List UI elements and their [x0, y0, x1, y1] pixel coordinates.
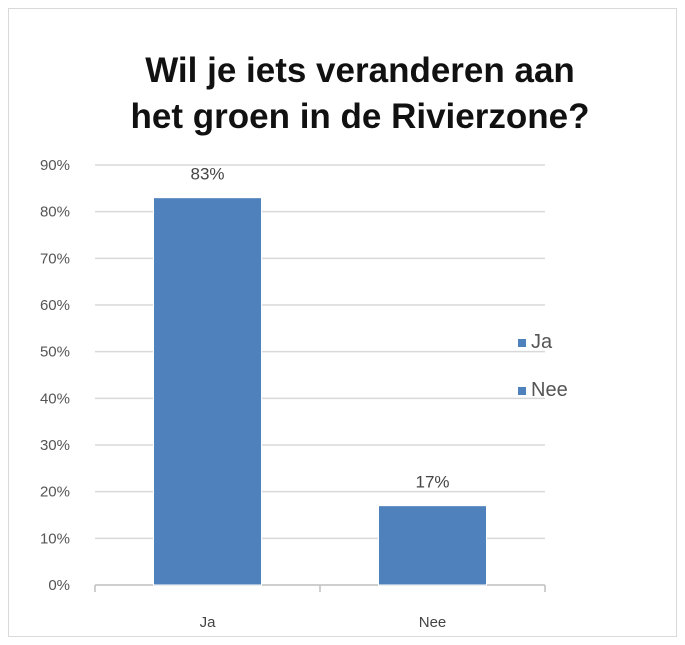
legend-label-ja: Ja: [531, 331, 553, 353]
legend-label-nee: Nee: [531, 379, 568, 401]
y-tick-label: 10%: [40, 530, 70, 547]
legend: Ja Nee: [518, 330, 568, 426]
x-tick-label-nee: Nee: [419, 614, 447, 631]
legend-item-ja: Ja: [518, 330, 568, 355]
y-tick-label: 90%: [40, 157, 70, 174]
chart-title-line-1: Wil je iets veranderen aan: [145, 51, 575, 90]
y-tick-label: 80%: [40, 204, 70, 221]
chart-title: Wil je iets veranderen aan het groen in …: [0, 48, 685, 140]
y-tick-label: 60%: [40, 297, 70, 314]
data-label-ja: 83%: [190, 165, 224, 184]
bar-nee: [378, 505, 487, 586]
legend-item-nee: Nee: [518, 378, 568, 403]
legend-swatch-ja: [518, 338, 526, 347]
legend-swatch-nee: [518, 386, 526, 395]
y-tick-label: 70%: [40, 250, 70, 267]
y-tick-label: 0%: [48, 577, 70, 594]
y-tick-label: 50%: [40, 344, 70, 361]
x-tick-label-ja: Ja: [200, 614, 217, 631]
data-label-nee: 17%: [415, 473, 449, 492]
y-tick-label: 40%: [40, 390, 70, 407]
y-tick-label: 20%: [40, 484, 70, 501]
bar-ja: [153, 197, 262, 586]
chart-title-line-2: het groen in de Rivierzone?: [130, 97, 590, 136]
y-tick-label: 30%: [40, 437, 70, 454]
chart-frame: [8, 8, 677, 637]
